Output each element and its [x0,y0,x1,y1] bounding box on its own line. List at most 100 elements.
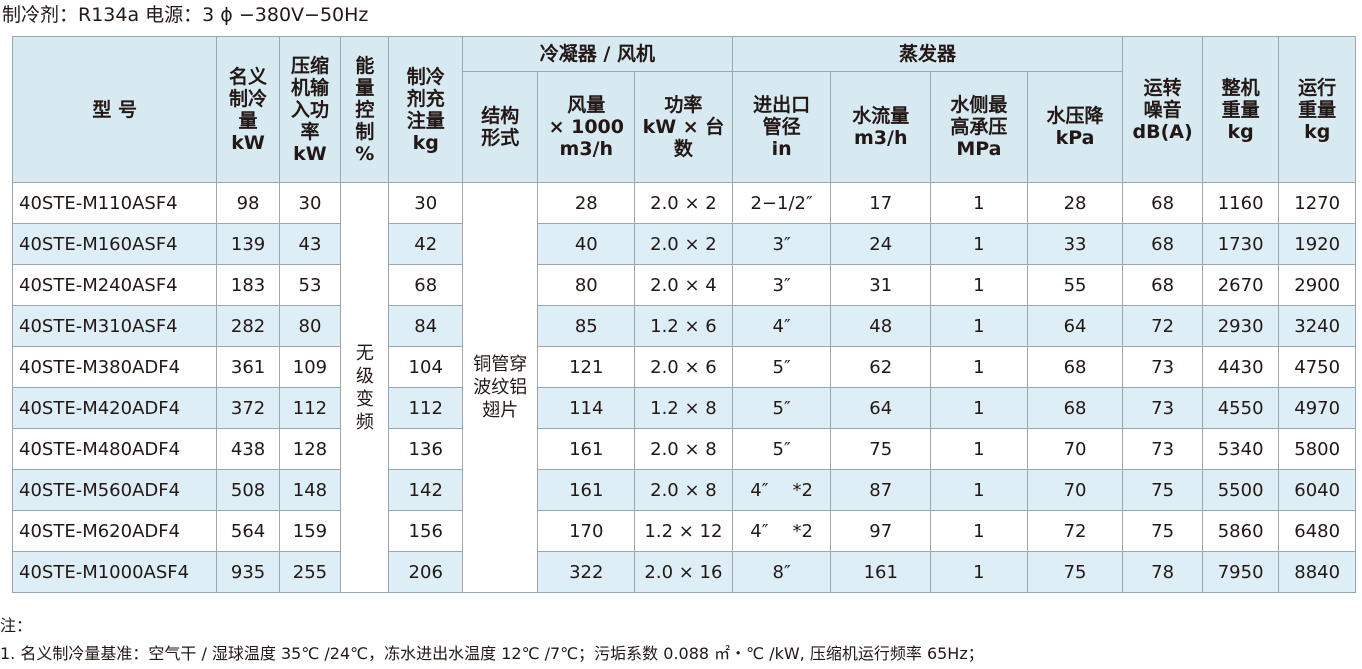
cell-capacity: 282 [216,305,280,347]
header-line: m3/h [559,138,614,160]
notes-label: 注： [0,616,33,635]
header-line: kW [293,142,327,165]
cell-capacity: 438 [216,428,280,470]
cell-flow: 87 [830,469,932,511]
header-model: 型 号 [11,36,218,183]
cell-capacity: 372 [216,387,280,429]
cell-weight: 5860 [1201,510,1280,552]
cell-power: 30 [278,182,342,224]
header-line: 压缩 [290,54,329,77]
header-row-2: 结构 形式 风量 × 1000 m3/h 功率 kW × 台数 进出口 管径 in 水流量 m… [13,71,1356,183]
header-line: kg [1304,120,1331,143]
header-line: 管径 [762,116,801,138]
cell-op: 1920 [1278,223,1356,265]
header-line: × 1000 [548,116,624,138]
cell-model: 40STE-M110ASF4 [11,182,218,224]
cell-fan: 2.0 × 4 [634,264,733,306]
cell-weight: 1730 [1201,223,1280,265]
cell-op: 8840 [1278,551,1356,593]
cell-noise: 73 [1122,428,1203,470]
header-line: 风量 [567,94,606,116]
cell-airflow: 161 [537,428,636,470]
header-line: 制 [355,120,375,143]
cell-noise: 78 [1122,551,1203,593]
header-noise: 运转 噪音 dB(A) [1122,36,1203,183]
cell-op: 6480 [1278,510,1356,552]
condenser-structure-value: 铜管穿 波纹铝 翅片 [461,182,539,593]
cell-weight: 7950 [1201,551,1280,593]
spec-table: 型 号 名义 制冷量 kW 压缩 机输 入功率 kW 能量控制% 制冷 剂充 注量 kg 冷凝器… [11,36,1356,593]
cell-pipe: 4″ *2 [731,510,832,552]
cell-drop: 75 [1026,551,1124,593]
header-operating-weight: 运行 重量 kg [1278,36,1356,183]
header-line: 能 [355,54,375,77]
cell-charge: 206 [388,551,463,593]
header-line: 高承压 [950,116,1008,138]
cell-pipe: 2−1/2″ [731,182,832,224]
header-refrigerant-charge: 制冷 剂充 注量 kg [388,36,463,183]
header-line: 重量 [1221,98,1260,121]
merged-line: 频 [355,411,374,433]
table-row: 40STE-M560ADF4 508 148 142 161 2.0 × 8 4″ *2 87 1… [11,469,1356,511]
table-body: 40STE-M110ASF4 98 30 无级变频 30 铜管穿 波纹铝 翅片 28 2.0 × … [11,182,1356,593]
cell-noise: 72 [1122,305,1203,347]
cell-capacity: 139 [216,223,280,265]
table-row: 40STE-M310ASF4 282 80 84 85 1.2 × 6 4″ 48 1 64 72 2… [11,305,1356,347]
merged-line: 变 [355,388,374,410]
cell-flow: 62 [830,346,932,388]
cell-mpa: 1 [930,387,1028,429]
cell-pipe: 8″ [731,551,832,593]
header-line: in [771,138,792,160]
cell-flow: 48 [830,305,932,347]
header-line: 剂充 [406,87,445,110]
cell-fan: 2.0 × 8 [634,428,733,470]
cell-noise: 68 [1122,223,1203,265]
cell-op: 1270 [1278,182,1356,224]
cell-drop: 70 [1026,469,1124,511]
header-line: 功率 [664,94,703,116]
header-line: 入功 [290,98,329,121]
cell-noise: 73 [1122,346,1203,388]
cell-charge: 112 [388,387,463,429]
cell-weight: 4550 [1201,387,1280,429]
header-line: 水侧最 [950,94,1008,116]
header-compressor-power: 压缩 机输 入功率 kW [278,36,342,183]
pipe-multiplier: *2 [792,479,813,501]
cell-airflow: 80 [537,264,636,306]
notes: 注： 1. 名义制冷量基准：空气干 / 湿球温度 35℃ /24℃，冻水进出水温… [0,612,984,668]
cell-noise: 68 [1122,264,1203,306]
cell-model: 40STE-M620ADF4 [11,510,218,552]
pipe-multiplier: *2 [792,520,813,542]
cell-capacity: 183 [216,264,280,306]
merged-line: 无 [355,342,374,364]
cell-weight: 5500 [1201,469,1280,511]
header-line: m3/h [854,127,908,149]
header-line: 水流量 [852,105,910,127]
cell-pipe: 4″ *2 [731,469,832,511]
cell-airflow: 161 [537,469,636,511]
cell-weight: 2930 [1201,305,1280,347]
cell-airflow: 40 [537,223,636,265]
header-water-pressure: 水侧最 高承压 MPa [930,71,1028,183]
cell-model: 40STE-M240ASF4 [11,264,218,306]
header-airflow: 风量 × 1000 m3/h [537,71,636,183]
header-line: kPa [1055,127,1095,149]
table-row: 40STE-M160ASF4 139 43 42 40 2.0 × 2 3″ 24 1 33 68 1… [11,223,1356,265]
cell-fan: 1.2 × 12 [634,510,733,552]
cell-weight: 2670 [1201,264,1280,306]
cell-flow: 17 [830,182,932,224]
header-line: kg [1227,120,1254,143]
cell-fan: 2.0 × 2 [634,223,733,265]
table-row: 40STE-M480ADF4 438 128 136 161 2.0 × 8 5″ 75 1 70… [11,428,1356,470]
cell-noise: 75 [1122,510,1203,552]
merged-line: 铜管穿 [473,354,528,375]
cell-power: 53 [278,264,342,306]
header-line: 整机 [1221,76,1260,99]
cell-charge: 84 [388,305,463,347]
capacity-control-value: 无级变频 [340,182,390,593]
cell-fan: 1.2 × 6 [634,305,733,347]
pipe-size: 4″ [750,520,769,542]
cell-charge: 136 [388,428,463,470]
cell-capacity: 564 [216,510,280,552]
cell-capacity: 361 [216,346,280,388]
